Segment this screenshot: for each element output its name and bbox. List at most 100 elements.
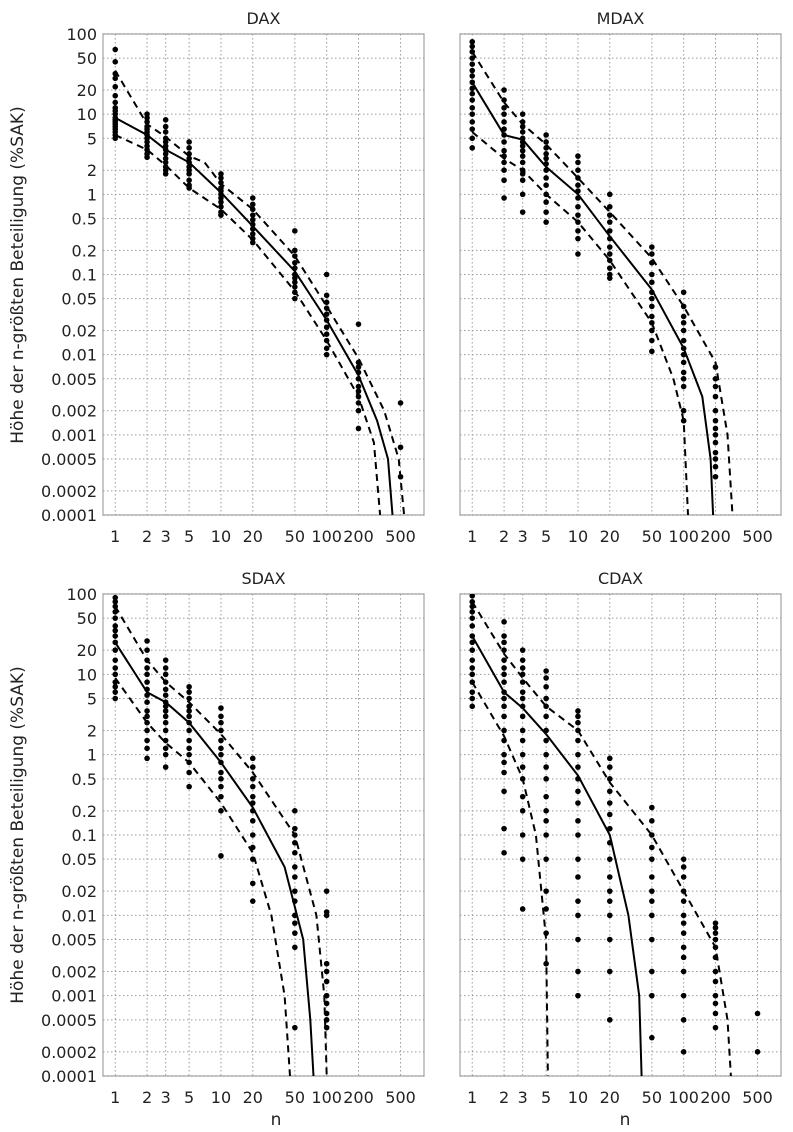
data-point [649, 898, 655, 904]
y-tick-label: 5 [87, 129, 97, 148]
data-point [712, 375, 719, 382]
data-point [712, 968, 719, 975]
data-point [680, 992, 687, 999]
data-point [519, 147, 526, 154]
data-point [680, 359, 687, 366]
data-point [218, 793, 224, 800]
data-point [218, 853, 224, 859]
x-tick-label: 3 [518, 527, 528, 546]
data-point [249, 764, 256, 770]
x-tick-label: 500 [742, 527, 773, 546]
data-point [712, 417, 719, 424]
data-point [144, 755, 150, 762]
data-point [543, 808, 549, 814]
data-point [575, 182, 581, 188]
data-point [186, 139, 192, 145]
data-point [218, 199, 224, 205]
data-point [543, 675, 549, 681]
data-point [519, 751, 526, 758]
data-point [606, 212, 613, 218]
data-point [649, 818, 655, 824]
data-point [323, 888, 330, 894]
data-point [501, 195, 507, 201]
data-point [112, 695, 119, 702]
data-point [649, 1034, 655, 1041]
data-point [469, 67, 476, 74]
data-point [144, 665, 150, 671]
data-point [501, 713, 507, 720]
data-point [575, 832, 581, 838]
data-point [575, 159, 581, 166]
data-point [292, 808, 298, 814]
data-point [501, 671, 507, 678]
data-point [292, 825, 298, 832]
median-line [114, 116, 394, 515]
x-tick-label: 5 [541, 527, 551, 546]
data-point [680, 1049, 687, 1055]
data-point [144, 679, 150, 685]
data-point [575, 713, 581, 720]
y-tick-label: 0.5 [72, 209, 97, 228]
data-point [712, 936, 719, 943]
data-point [649, 936, 655, 943]
data-point [249, 832, 256, 838]
y-tick-label: 50 [77, 49, 97, 68]
x-tick-label: 100 [668, 527, 699, 546]
data-point [680, 856, 687, 862]
data-point [649, 856, 655, 862]
data-point [519, 657, 526, 663]
data-point [249, 201, 256, 208]
data-point [292, 279, 298, 286]
data-point [469, 623, 476, 629]
data-point [218, 203, 224, 210]
y-tick-label: 1 [87, 185, 97, 204]
data-point [712, 393, 719, 400]
data-point [575, 251, 581, 257]
data-point [519, 808, 526, 814]
data-point [162, 139, 169, 145]
x-tick-label: 100 [311, 527, 342, 546]
data-point [649, 804, 655, 811]
data-point [162, 727, 169, 734]
data-point [649, 271, 655, 278]
y-tick-label: 0.0001 [41, 1067, 97, 1086]
data-point [501, 159, 507, 166]
data-point [543, 751, 549, 758]
x-tick-label: 500 [385, 527, 416, 546]
data-point [162, 123, 169, 130]
band-line [471, 131, 689, 515]
data-point [575, 818, 581, 824]
x-tick-label: 50 [642, 1088, 662, 1107]
x-tick-label: 20 [243, 527, 263, 546]
y-tick-label: 100 [66, 585, 97, 604]
data-point [112, 657, 119, 663]
data-point [680, 383, 687, 390]
x-tick-label: 500 [742, 1088, 773, 1107]
data-point [543, 219, 549, 225]
y-tick-label: 0.05 [61, 850, 97, 869]
data-point [469, 85, 476, 92]
data-point [162, 151, 169, 157]
data-point [543, 776, 549, 782]
data-point [543, 132, 549, 138]
y-tick-label: 10 [77, 105, 97, 124]
x-tick-label: 10 [568, 1088, 588, 1107]
data-point [575, 936, 581, 943]
data-point [112, 59, 119, 65]
data-point [469, 615, 476, 621]
data-point [186, 689, 192, 695]
data-point [575, 153, 581, 159]
band-line [471, 601, 732, 1076]
y-tick-label: 0.001 [51, 426, 97, 445]
data-point [712, 449, 719, 456]
data-point [519, 143, 526, 149]
data-point [606, 888, 613, 894]
y-tick-label: 0.2 [72, 241, 97, 260]
data-point [649, 337, 655, 344]
data-point [649, 295, 655, 302]
data-point [543, 888, 549, 894]
data-point [218, 808, 224, 814]
data-point [292, 247, 298, 254]
data-point [162, 117, 169, 123]
data-point [162, 745, 169, 752]
